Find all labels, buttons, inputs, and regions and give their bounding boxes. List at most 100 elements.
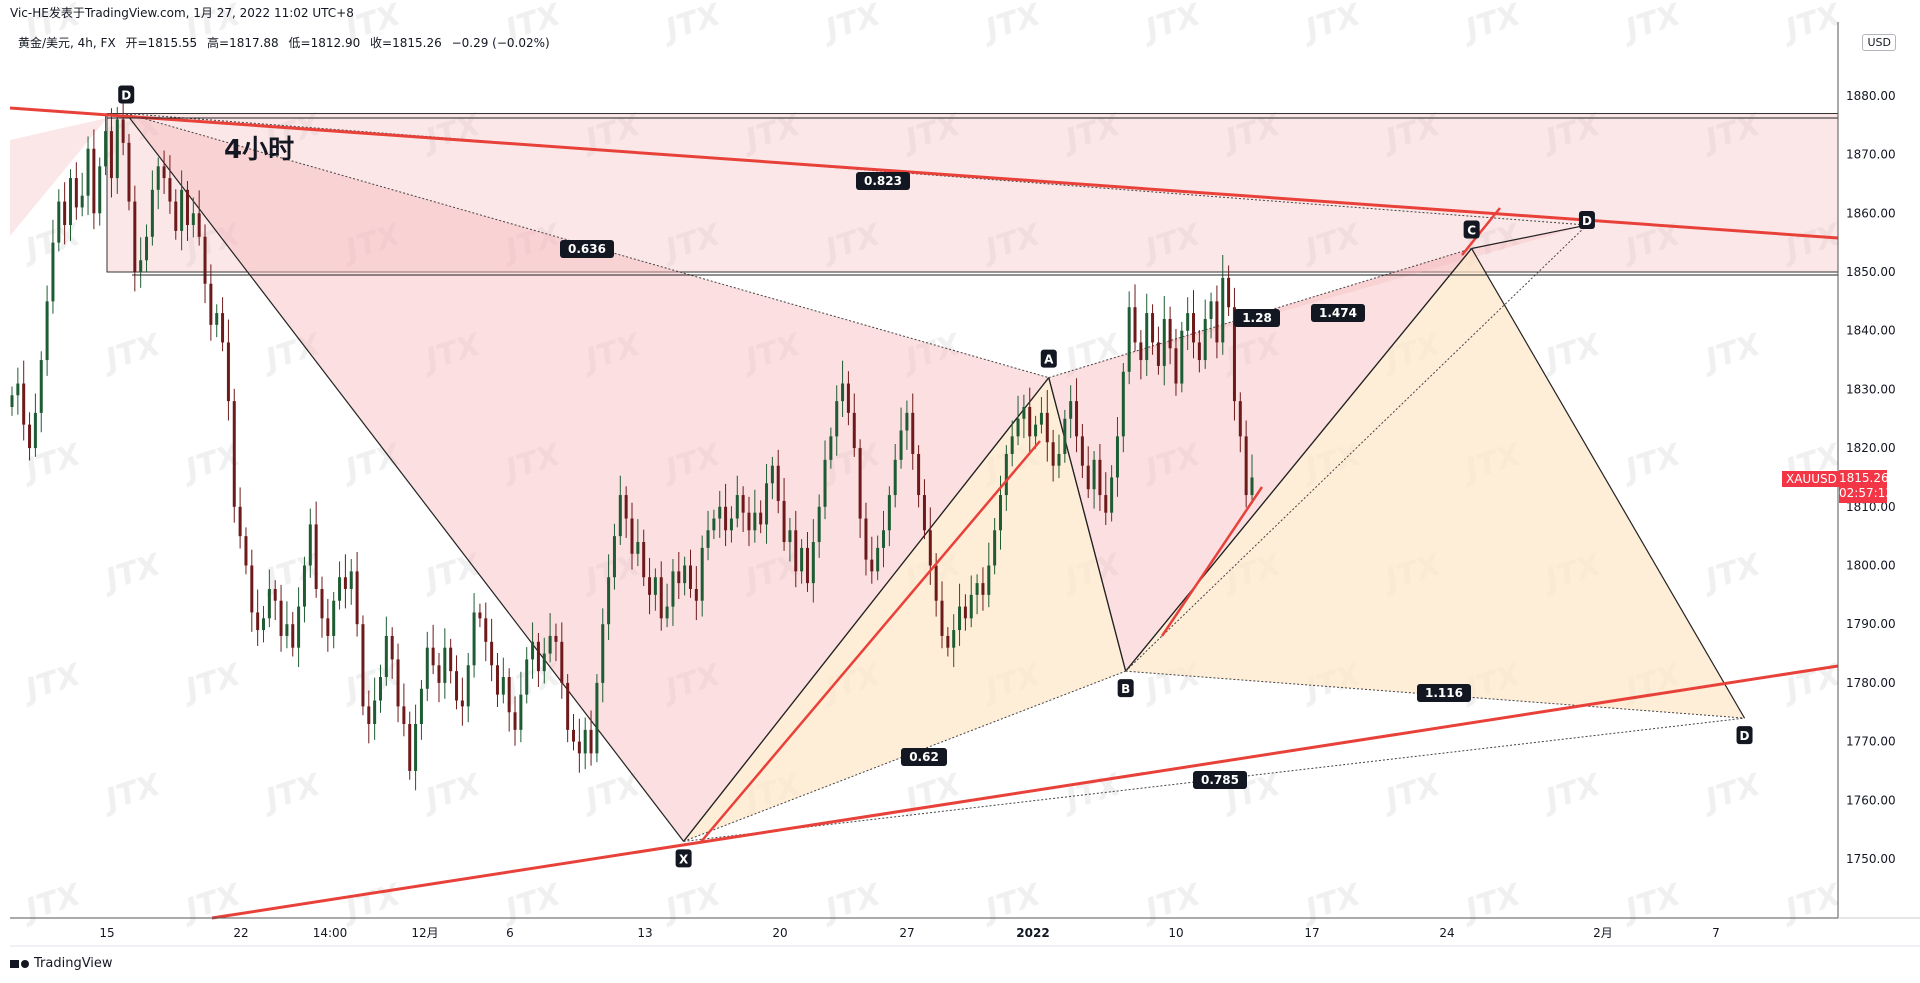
pattern-point-label: D [121,89,131,103]
candle-body [115,119,119,179]
zone-layer [10,113,1839,842]
watermark-mark: JTX [1377,767,1446,819]
candle-body [1244,436,1248,496]
candle-body [98,166,102,214]
candle-body [1215,301,1219,343]
bull-leg [1125,248,1473,672]
candle-body [302,565,306,607]
currency-badge[interactable]: USD [1862,34,1896,51]
pattern-point-label-bg [1736,726,1753,745]
candle-body [759,512,763,525]
candle-body [917,453,921,496]
time-tick-label: 17 [1304,926,1319,940]
candle-body [577,741,581,754]
legend-symbol: 黄金/美元, 4h, FX [18,36,116,50]
watermark-mark: JTX [817,877,886,929]
watermark-mark: JTX [257,767,326,819]
ratio-label: 1.474 [1319,306,1357,320]
watermark-mark: JTX [1777,877,1846,929]
candle-body [1092,459,1096,490]
tradingview-logo-icon [10,958,30,970]
candle-body [835,401,839,437]
watermark-mark: JTX [337,657,406,709]
ohlc-legend: 黄金/美元, 4h, FX 开=1815.55 高=1817.88 低=1812… [18,34,556,51]
resistance-zone [106,113,1839,273]
candle-body [226,342,230,402]
channel-line [1160,486,1264,637]
price-tick-label: 1760.00 [1846,793,1896,807]
bull-leg [1471,248,1746,719]
candle-body [1080,436,1084,466]
price-tick-label: 1800.00 [1846,559,1896,573]
legend-change: −0.29 (−0.02%) [451,36,550,50]
candle-body [262,618,266,631]
candle-body [338,577,342,601]
candle-body [63,201,67,226]
pattern-point-label-bg [1463,220,1480,239]
candle-body [659,577,663,619]
candle-body [671,571,675,607]
candle-body [86,148,90,196]
candle-body [1151,313,1155,343]
legend-high: 高=1817.88 [207,36,279,50]
ratio-label-bg [1193,771,1247,789]
price-tick-label: 1810.00 [1846,500,1896,514]
candle-body [349,571,353,589]
candle-body [39,360,43,413]
candle-body [905,412,909,431]
candle-body [694,588,698,601]
candle-body [314,524,318,589]
candle-body [870,559,874,572]
candle-body [612,536,616,578]
watermark-mark: JTX [1537,327,1606,379]
candle-body [525,659,529,695]
candle-body [1133,307,1137,343]
price-tick-label: 1750.00 [1846,852,1896,866]
tradingview-logo[interactable]: TradingView [10,956,113,971]
candle-body [490,641,494,666]
candle-body [1016,418,1020,437]
candle-body [267,588,271,619]
candle-body [782,500,786,543]
candle-body [443,647,447,683]
candle-body [747,512,751,531]
bar-countdown: 02:57:13 [1839,486,1893,500]
channel-line [1461,207,1501,256]
time-tick-label: 20 [772,926,787,940]
price-tick-label: 1770.00 [1846,735,1896,749]
candle-body [133,201,137,272]
candle-body [145,236,149,261]
bear-bc-triangle [1048,248,1472,672]
candle-body [156,166,160,190]
ratio-line [1125,670,1745,719]
price-tick-label: 1860.00 [1846,206,1896,220]
candle-body [1051,442,1055,466]
candle-body [367,706,371,724]
candle-body [1010,436,1014,454]
candle-body [1104,495,1108,513]
ratio-label-bg [560,240,614,258]
candle-body [1232,307,1236,402]
candle-body [273,588,277,601]
candle-body [355,571,359,625]
candle-body [601,624,605,683]
price-tick-label: 1830.00 [1846,382,1896,396]
candle-body [560,641,564,683]
candle-body [378,677,382,701]
candle-body [1250,477,1254,496]
candle-body [121,119,125,143]
candle-body [572,729,576,742]
price-tick-label: 1840.00 [1846,324,1896,338]
candle-body [940,600,944,636]
candle-body [185,189,189,226]
candle-body [531,641,535,660]
candle-body [501,677,505,695]
candle-body [191,213,195,226]
candle-body [1028,407,1032,437]
ratio-label-bg [901,748,947,766]
candle-body [800,547,804,572]
candle-body [1110,477,1114,513]
candle-body [513,712,517,730]
watermark-mark: JTX [337,877,406,929]
